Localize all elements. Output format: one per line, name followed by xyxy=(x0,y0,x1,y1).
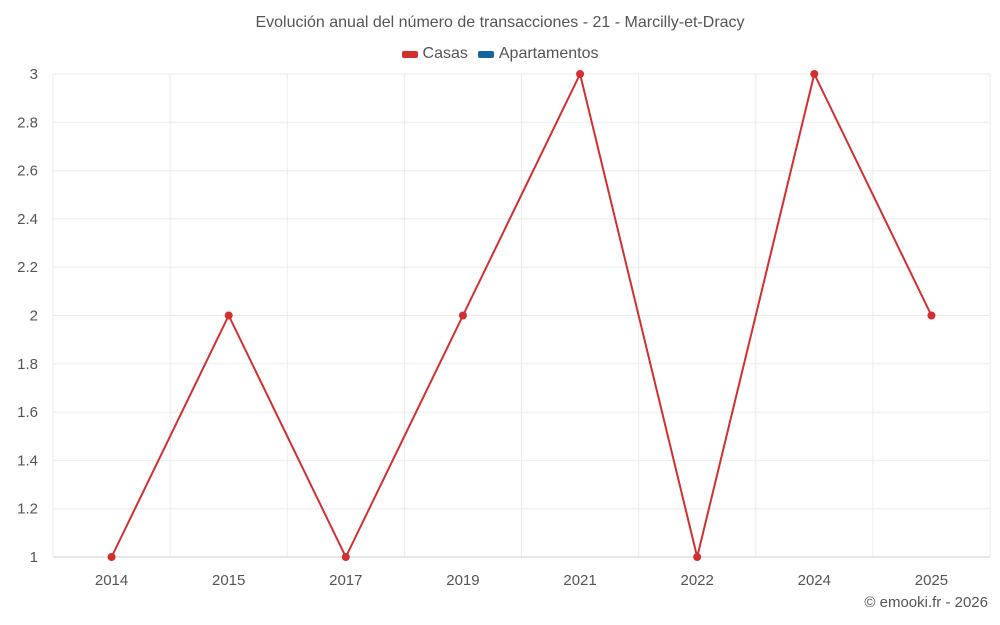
y-tick-label: 2.2 xyxy=(17,259,38,276)
legend-item-apartamentos[interactable]: Apartamentos xyxy=(477,45,599,63)
legend: Casas Apartamentos xyxy=(0,45,1000,63)
data-point xyxy=(107,553,116,561)
x-tick-label: 2024 xyxy=(798,572,831,589)
data-point xyxy=(341,553,350,561)
y-tick-label: 1.2 xyxy=(17,501,38,518)
copyright-footer: © emooki.fr - 2026 xyxy=(864,594,988,611)
x-tick-label: 2015 xyxy=(212,572,245,589)
series-line-casas xyxy=(110,73,933,558)
data-point xyxy=(224,311,233,320)
legend-label-apartamentos: Apartamentos xyxy=(498,45,599,62)
x-tick-label: 2014 xyxy=(95,572,128,589)
y-tick-label: 2.6 xyxy=(17,163,38,180)
legend-swatch-apartamentos xyxy=(477,50,494,58)
data-point xyxy=(810,70,819,78)
data-point xyxy=(576,70,585,78)
chart-title: Evolución anual del número de transaccio… xyxy=(255,14,745,31)
x-tick-label: 2021 xyxy=(563,572,596,589)
data-point xyxy=(458,311,467,320)
x-tick-label: 2022 xyxy=(681,572,714,589)
x-tick-label: 2017 xyxy=(329,572,362,589)
legend-item-casas[interactable]: Casas xyxy=(401,45,468,63)
y-tick-label: 2 xyxy=(30,308,38,325)
y-tick-label: 1.4 xyxy=(17,452,38,469)
y-tick-label: 2.4 xyxy=(17,211,38,228)
y-tick-label: 1 xyxy=(30,549,38,566)
x-tick-label: 2025 xyxy=(915,572,948,589)
x-tick-label: 2019 xyxy=(446,572,479,589)
y-tick-label: 1.8 xyxy=(17,356,38,373)
data-point xyxy=(693,553,702,561)
y-tick-label: 1.6 xyxy=(17,404,38,421)
y-tick-label: 2.8 xyxy=(17,114,38,131)
y-tick-label: 3 xyxy=(30,66,38,83)
legend-label-casas: Casas xyxy=(422,45,468,62)
data-point xyxy=(927,311,936,320)
legend-swatch-casas xyxy=(401,50,418,58)
